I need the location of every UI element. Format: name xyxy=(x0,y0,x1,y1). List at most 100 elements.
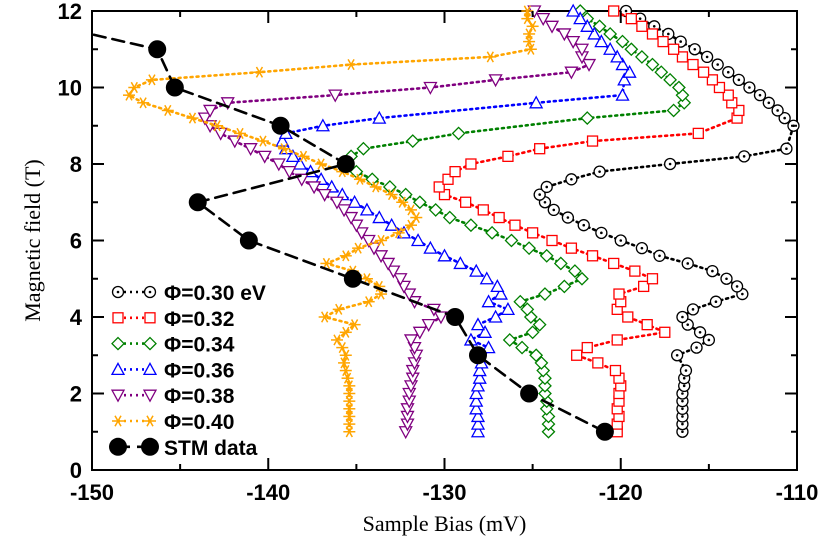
series-3 xyxy=(340,4,692,439)
x-tick-label: -110 xyxy=(776,480,819,505)
data-point xyxy=(278,143,291,155)
legend-label: Φ=0.30 eV xyxy=(164,282,266,305)
data-point xyxy=(732,73,745,86)
data-point xyxy=(663,157,677,171)
legend-marker xyxy=(141,437,159,456)
legend-marker xyxy=(111,336,125,351)
data-point xyxy=(686,303,700,316)
data-point xyxy=(613,288,625,300)
data-point xyxy=(339,250,352,262)
data-point xyxy=(641,318,653,331)
data-point xyxy=(359,202,375,216)
data-point xyxy=(534,355,549,370)
data-point xyxy=(538,287,552,301)
data-point xyxy=(479,271,494,285)
data-point xyxy=(615,87,630,101)
data-point xyxy=(534,143,546,155)
data-point xyxy=(634,49,649,64)
data-point xyxy=(659,326,671,338)
data-point xyxy=(318,311,331,323)
data-point xyxy=(709,295,723,308)
data-point xyxy=(347,194,362,208)
data-point xyxy=(525,325,540,340)
data-point xyxy=(509,219,521,231)
data-point xyxy=(145,74,158,86)
data-point xyxy=(603,41,618,55)
data-point xyxy=(449,165,461,178)
series-6 xyxy=(123,5,539,438)
data-point xyxy=(336,155,355,173)
legend-marker xyxy=(109,437,127,456)
data-point xyxy=(403,334,419,348)
y-tick-label: 4 xyxy=(70,305,83,330)
data-point xyxy=(635,241,649,255)
data-point xyxy=(271,158,286,172)
data-point xyxy=(595,422,614,441)
series-5 xyxy=(197,5,597,440)
data-point xyxy=(348,319,361,331)
data-point xyxy=(780,142,793,155)
y-tick-label: 2 xyxy=(70,382,82,407)
data-point xyxy=(469,386,484,400)
data-point xyxy=(465,158,477,170)
data-point xyxy=(349,219,364,233)
data-point xyxy=(608,257,620,270)
data-point xyxy=(468,346,487,365)
data-point xyxy=(541,424,556,439)
data-point xyxy=(410,211,423,224)
data-point xyxy=(148,40,167,59)
data-point xyxy=(402,288,417,302)
data-point xyxy=(336,342,349,354)
data-point xyxy=(433,181,445,193)
data-point xyxy=(526,227,539,239)
data-point xyxy=(197,112,212,126)
data-point xyxy=(385,189,398,201)
data-point xyxy=(624,42,639,57)
data-point xyxy=(697,66,710,78)
data-point xyxy=(676,51,689,63)
legend-label: STM data xyxy=(164,437,258,460)
data-point xyxy=(470,424,486,438)
data-point xyxy=(688,43,701,56)
data-point xyxy=(451,126,466,141)
data-point xyxy=(592,19,607,34)
data-point xyxy=(472,363,487,377)
data-point xyxy=(614,234,627,247)
data-point xyxy=(188,193,207,212)
data-point xyxy=(464,218,478,233)
data-point xyxy=(580,18,595,32)
data-point xyxy=(433,311,449,325)
data-point xyxy=(547,203,560,217)
data-point xyxy=(532,317,547,332)
legend-marker xyxy=(110,389,126,403)
data-point xyxy=(625,12,637,25)
data-point xyxy=(544,20,560,34)
data-point xyxy=(533,188,546,201)
data-point xyxy=(574,43,590,57)
data-point xyxy=(586,250,599,262)
data-point xyxy=(575,271,589,286)
data-point xyxy=(315,158,328,170)
data-point xyxy=(493,286,508,300)
series-7 xyxy=(92,33,614,441)
data-point xyxy=(257,150,272,164)
data-point xyxy=(343,426,356,438)
data-point xyxy=(671,80,686,95)
data-point xyxy=(713,81,726,94)
data-point xyxy=(165,78,184,97)
data-point xyxy=(345,58,358,71)
data-point xyxy=(297,150,310,162)
data-point xyxy=(679,364,693,377)
legend-label: Φ=0.38 xyxy=(164,385,235,408)
data-point xyxy=(137,97,150,109)
data-point xyxy=(128,81,141,94)
data-point xyxy=(332,303,345,315)
data-point xyxy=(666,103,681,118)
data-point xyxy=(720,272,733,285)
data-point xyxy=(386,265,401,279)
y-tick-label: 0 xyxy=(70,458,82,483)
data-point xyxy=(356,141,371,156)
legend-marker xyxy=(112,415,124,427)
data-point xyxy=(540,180,553,194)
data-point xyxy=(645,57,660,72)
